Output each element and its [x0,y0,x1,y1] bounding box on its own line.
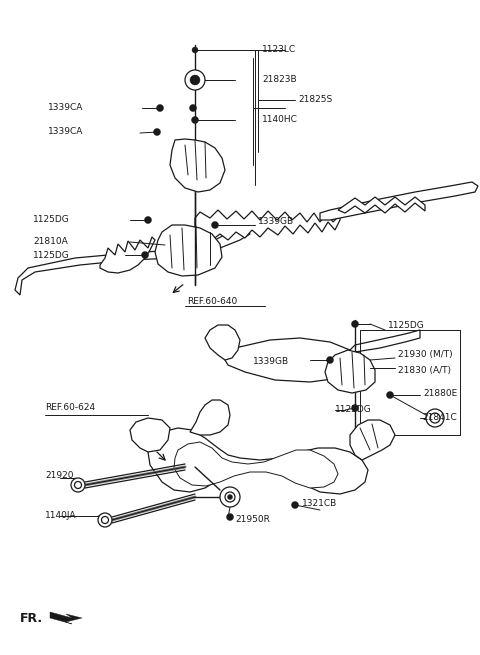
Text: 1125DG: 1125DG [388,322,425,331]
Polygon shape [100,237,155,273]
Circle shape [190,75,200,85]
Text: 21841C: 21841C [422,413,457,422]
Circle shape [351,405,359,411]
Circle shape [192,47,198,53]
Text: 21830 (A/T): 21830 (A/T) [398,365,451,375]
Polygon shape [338,197,425,213]
Circle shape [185,70,205,90]
Text: 21810A: 21810A [33,238,68,246]
Text: 21930 (M/T): 21930 (M/T) [398,350,453,360]
Text: REF.60-624: REF.60-624 [45,403,95,413]
Polygon shape [225,338,365,382]
Text: 21880E: 21880E [423,388,457,398]
Text: FR.: FR. [20,612,43,624]
Circle shape [426,409,444,427]
Polygon shape [348,330,420,352]
Circle shape [212,221,218,229]
Circle shape [190,105,196,111]
Circle shape [142,252,148,259]
Circle shape [326,356,334,364]
Polygon shape [195,210,340,248]
Polygon shape [130,418,170,452]
Polygon shape [15,228,250,295]
Text: 21825S: 21825S [298,96,332,105]
Text: 1125DG: 1125DG [33,250,70,259]
Text: 21950R: 21950R [235,515,270,525]
Text: 1339GB: 1339GB [258,217,294,227]
Circle shape [228,495,232,500]
Polygon shape [148,428,368,494]
Polygon shape [325,350,375,393]
Text: 1339CA: 1339CA [48,128,84,136]
Text: 1339CA: 1339CA [48,103,84,113]
Text: 1140JA: 1140JA [45,512,76,521]
Circle shape [74,481,82,489]
Polygon shape [155,225,222,276]
Text: 1321CB: 1321CB [302,500,337,508]
Circle shape [144,217,152,223]
Circle shape [71,478,85,492]
Circle shape [386,392,394,398]
Circle shape [98,513,112,527]
Polygon shape [174,442,338,488]
Circle shape [430,413,440,423]
Text: 21920: 21920 [45,470,73,479]
Text: 1125DG: 1125DG [33,215,70,225]
Polygon shape [50,612,82,624]
Circle shape [351,320,359,328]
Polygon shape [190,400,230,435]
Text: REF.60-640: REF.60-640 [187,297,237,307]
Circle shape [156,105,164,111]
Polygon shape [170,139,225,192]
Circle shape [154,128,160,136]
Text: 1125DG: 1125DG [335,405,372,415]
Circle shape [101,517,108,523]
Circle shape [227,514,233,521]
Text: 1123LC: 1123LC [262,45,296,54]
Text: 21823B: 21823B [262,75,297,84]
Text: 1140HC: 1140HC [262,115,298,124]
Circle shape [225,492,235,502]
Text: 1339GB: 1339GB [253,358,289,367]
Polygon shape [205,325,240,360]
Circle shape [192,117,199,124]
Polygon shape [320,182,478,220]
Circle shape [220,487,240,507]
Polygon shape [350,420,395,460]
Circle shape [291,502,299,508]
